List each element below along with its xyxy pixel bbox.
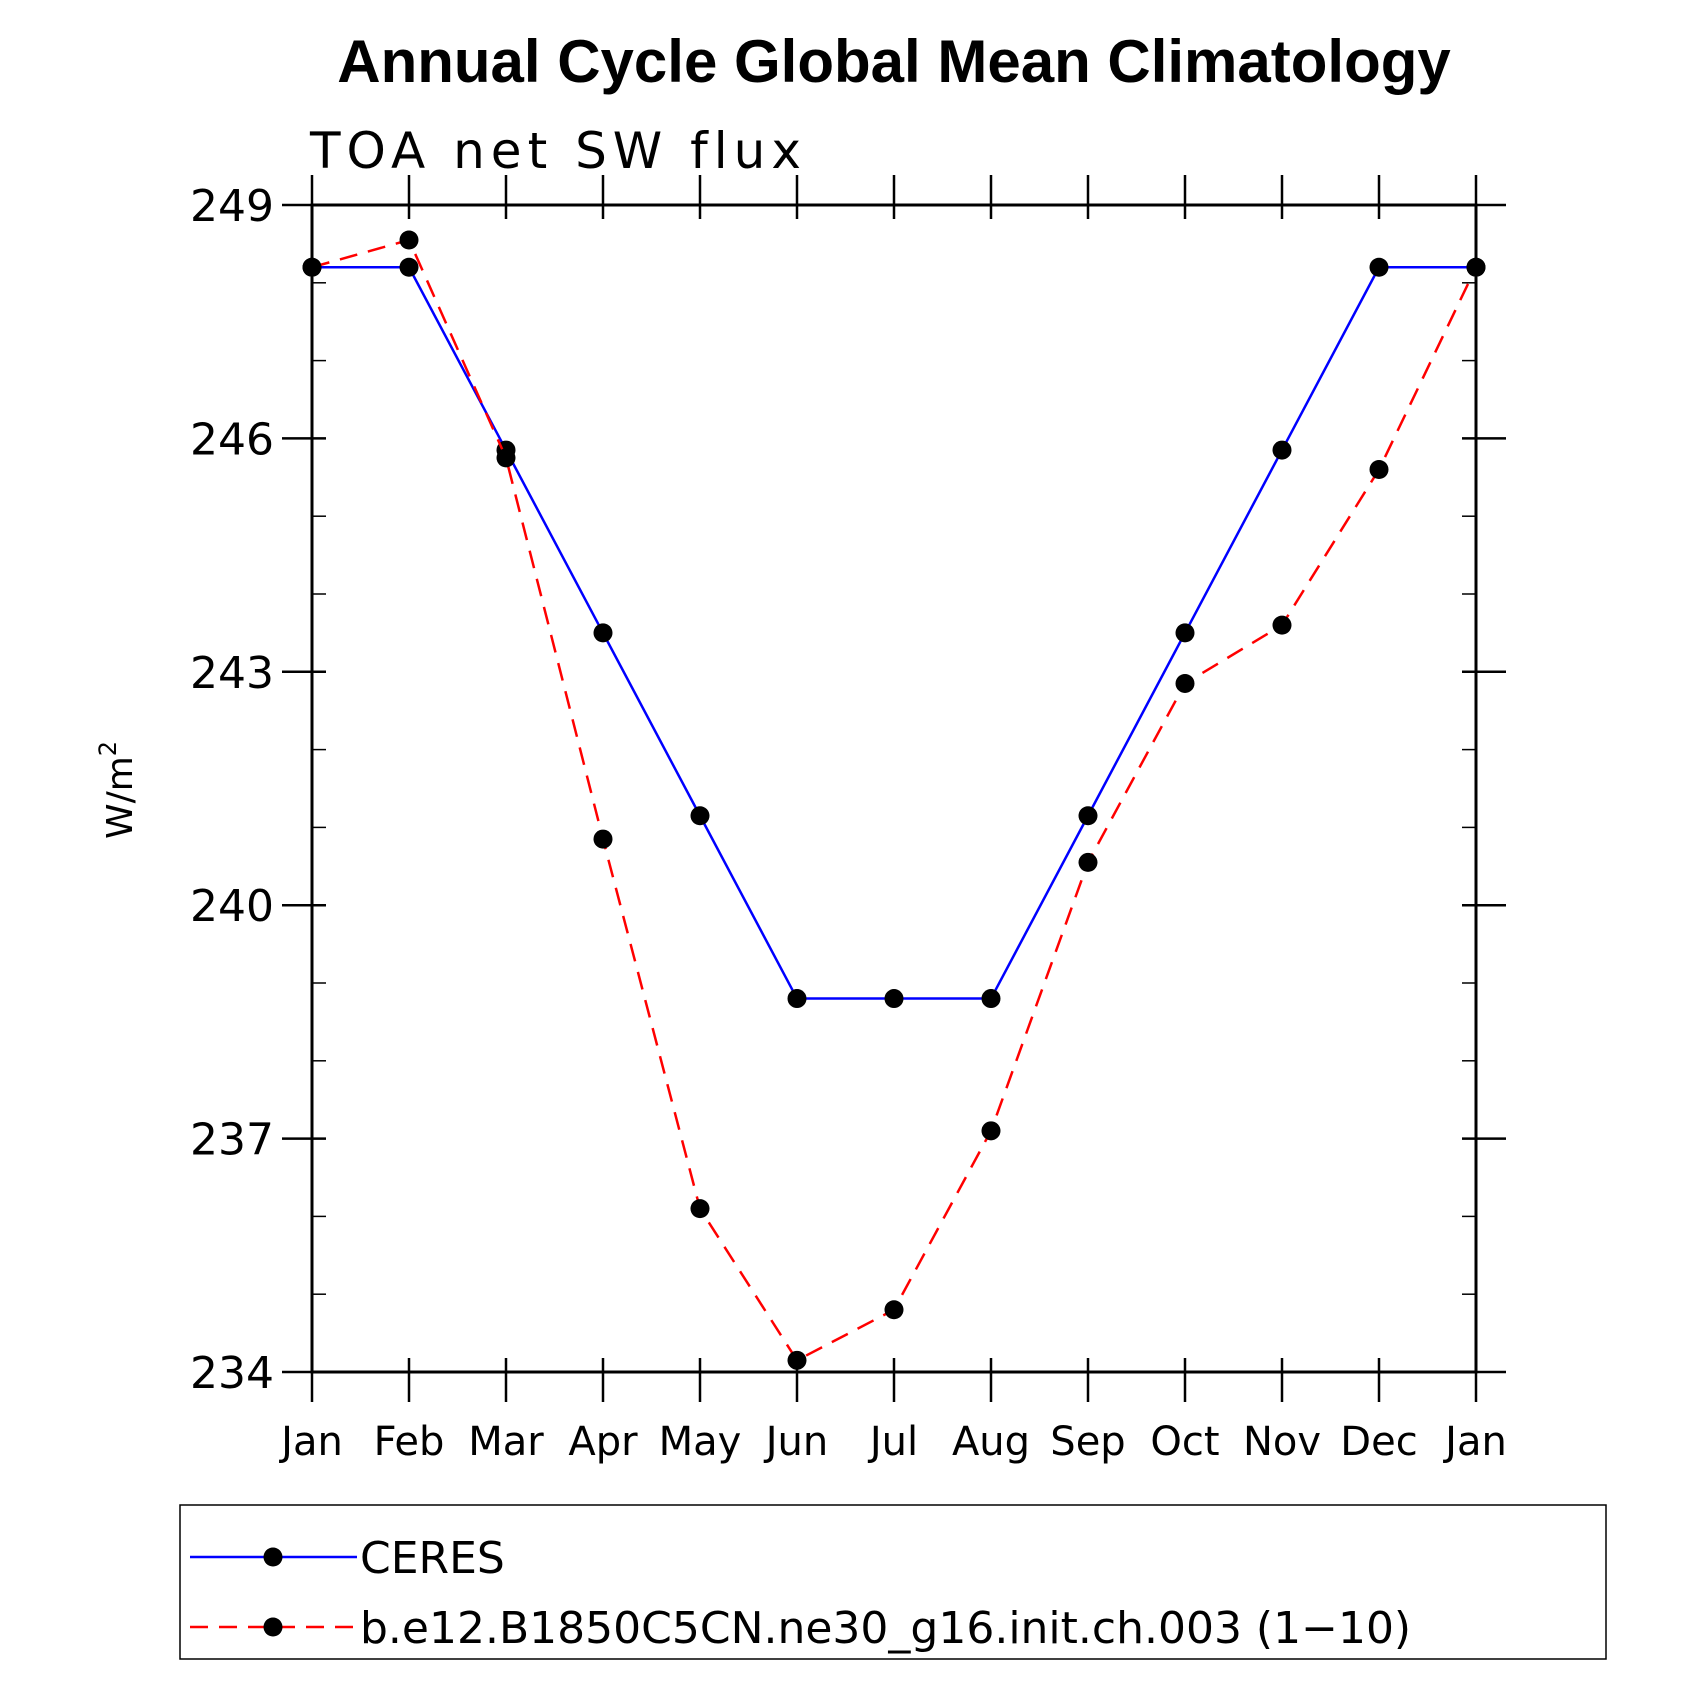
- axes: 234 237 240 243 246 249 Jan Feb Mar Apr May Jun Jul A…: [190, 175, 1507, 1465]
- legend-marker-1: [263, 1547, 283, 1567]
- y-axis-label-superscript: 2: [94, 741, 122, 756]
- series-2-point: [302, 257, 322, 277]
- series-2-point: [496, 448, 516, 468]
- x-tick-label: Jan: [1442, 1419, 1507, 1465]
- legend-entries: CERES b.e12.B1850C5CN.ne30_g16.init.ch.00…: [190, 1533, 1411, 1654]
- series-2-point: [1078, 852, 1098, 872]
- x-tick-label: Feb: [374, 1419, 445, 1465]
- series-1-point: [1369, 257, 1389, 277]
- x-tick-label: May: [659, 1419, 742, 1465]
- legend: CERES b.e12.B1850C5CN.ne30_g16.init.ch.00…: [179, 1504, 1607, 1660]
- series-1-point: [399, 257, 419, 277]
- x-tick-label: Oct: [1150, 1419, 1219, 1465]
- svg-text:W/m2: W/m2: [94, 741, 141, 839]
- legend-label-1: CERES: [360, 1533, 505, 1584]
- series-1-point: [593, 623, 613, 643]
- x-tick-label: Apr: [568, 1419, 638, 1465]
- series-1-point: [981, 989, 1001, 1009]
- plot-frame: [310, 203, 1478, 1374]
- x-tick-label: Jan: [278, 1419, 343, 1465]
- y-tick-label: 237: [190, 1115, 274, 1166]
- y-tick-label: 234: [190, 1348, 274, 1399]
- y-tick-label: 240: [190, 881, 274, 932]
- legend-box: [179, 1504, 1607, 1660]
- series-2-point: [1272, 615, 1292, 635]
- legend-label-2: b.e12.B1850C5CN.ne30_g16.init.ch.003 (1−…: [360, 1603, 1411, 1654]
- series-1-point: [787, 989, 807, 1009]
- series-1-point: [1175, 623, 1195, 643]
- series-1-point: [1078, 806, 1098, 826]
- y-tick-label: 249: [190, 181, 274, 232]
- x-tick-label: Sep: [1050, 1419, 1125, 1465]
- series-line-1: [312, 265, 1476, 1000]
- series-2-point: [399, 230, 419, 250]
- series-1-point: [1272, 440, 1292, 460]
- series-2-point: [787, 1350, 807, 1370]
- series-2-point: [1175, 673, 1195, 693]
- y-axis-label: W/m2: [94, 741, 141, 839]
- x-tick-label: Jul: [867, 1419, 918, 1465]
- series-1-point: [690, 806, 710, 826]
- chart-title: Annual Cycle Global Mean Climatology: [337, 28, 1451, 95]
- series-2-point: [1369, 460, 1389, 480]
- series-2-point: [884, 1300, 904, 1320]
- series-1-point: [884, 989, 904, 1009]
- series-line-2: [311, 238, 1478, 1362]
- chart-subtitle: TOA net SW flux: [309, 122, 807, 180]
- x-tick-label: Dec: [1340, 1419, 1417, 1465]
- y-axis-label-text: W/m: [100, 756, 141, 839]
- x-tick-label: Jun: [763, 1419, 829, 1465]
- series-2-point: [1466, 257, 1486, 277]
- series-layer: [302, 230, 1486, 1370]
- series-2-point: [593, 829, 613, 849]
- x-tick-label: Nov: [1243, 1419, 1321, 1465]
- legend-marker-2: [263, 1617, 283, 1637]
- series-2-point: [981, 1121, 1001, 1141]
- y-tick-label: 243: [190, 648, 274, 699]
- x-tick-label: Mar: [468, 1419, 544, 1465]
- y-tick-label: 246: [190, 414, 274, 465]
- series-2-point: [690, 1199, 710, 1219]
- x-tick-label: Aug: [952, 1419, 1030, 1465]
